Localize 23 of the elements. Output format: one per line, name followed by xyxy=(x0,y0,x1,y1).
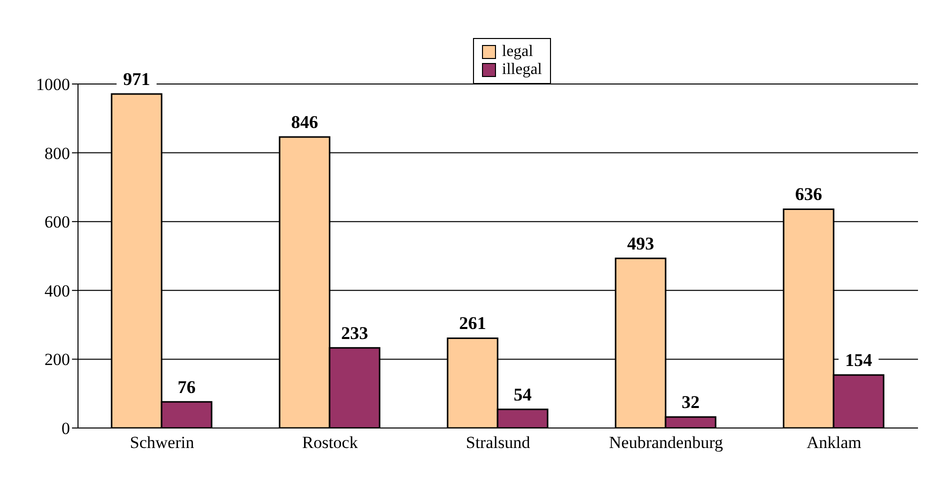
x-tick-label: Stralsund xyxy=(466,433,531,452)
y-tick-label: 400 xyxy=(44,281,70,300)
y-tick-label: 200 xyxy=(44,350,70,370)
y-tick-label: 800 xyxy=(44,144,70,163)
x-tick-label: Rostock xyxy=(302,433,358,452)
data-label: 971 xyxy=(123,68,150,89)
data-label: 261 xyxy=(459,313,486,334)
y-tick-label: 1000 xyxy=(36,75,70,94)
data-label: 76 xyxy=(178,376,196,397)
data-label: 846 xyxy=(291,112,318,132)
data-label: 636 xyxy=(795,184,822,204)
y-tick-label: 0 xyxy=(62,419,70,438)
y-tick-label: 600 xyxy=(44,212,70,232)
data-label: 233 xyxy=(341,322,368,343)
x-tick-label: Anklam xyxy=(806,433,862,452)
legend-label: legal xyxy=(502,43,534,61)
data-label: 154 xyxy=(845,350,872,370)
data-label: 32 xyxy=(682,392,700,412)
data-label: 54 xyxy=(514,384,532,404)
data-label: 493 xyxy=(627,233,654,254)
legend-label: illegal xyxy=(502,61,542,79)
x-tick-label: Neubrandenburg xyxy=(609,433,724,452)
x-tick-label: Schwerin xyxy=(130,433,195,452)
